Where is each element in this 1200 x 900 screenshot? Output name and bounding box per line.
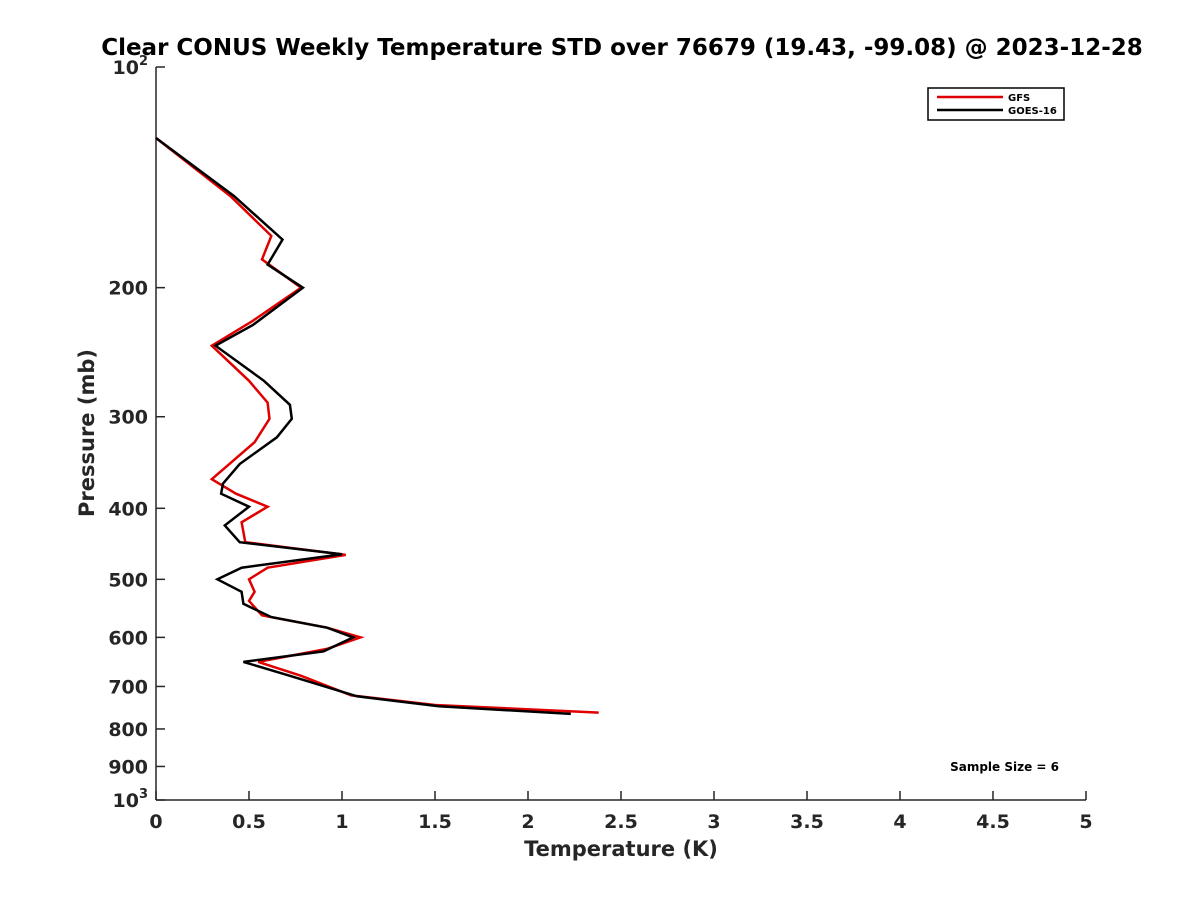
series-line-goes-16	[155, 136, 571, 716]
x-tick-label: 2	[521, 811, 534, 833]
series-lines	[155, 136, 599, 716]
legend-label-goes16: GOES-16	[1008, 106, 1057, 117]
axes	[155, 67, 1086, 801]
y-tick-label: 600	[108, 627, 148, 649]
y-tick-label: 800	[108, 719, 148, 741]
y-axis-label: Pressure (mb)	[75, 349, 99, 517]
x-tick-label: 1	[335, 811, 348, 833]
series-line-gfs	[155, 137, 599, 714]
x-tick-label: 1.5	[418, 811, 452, 833]
y-tick-label: 200	[108, 278, 148, 300]
y-tick-label: 500	[108, 569, 148, 591]
x-tick-label: 0	[149, 811, 162, 833]
x-tick-label: 5	[1079, 811, 1092, 833]
y-tick-label: 300	[108, 407, 148, 429]
y-tick-label: 400	[108, 498, 148, 520]
chart-title: Clear CONUS Weekly Temperature STD over …	[101, 35, 1143, 61]
y-tick-label: 102	[113, 54, 149, 79]
y-ticks: 102 200 300 400 500 600 700 800 900 103	[108, 54, 165, 812]
sample-size-annotation: Sample Size = 6	[950, 760, 1059, 774]
x-tick-label: 4	[893, 811, 906, 833]
y-tick-label: 103	[113, 787, 149, 812]
x-axis-label: Temperature (K)	[524, 837, 718, 861]
legend-box	[927, 87, 1065, 121]
legend-label-gfs: GFS	[1008, 93, 1030, 104]
x-tick-label: 2.5	[604, 811, 638, 833]
x-tick-label: 3	[707, 811, 720, 833]
x-tick-label: 3.5	[790, 811, 824, 833]
legend: GFS GOES-16	[927, 87, 1065, 121]
y-tick-label: 900	[108, 756, 148, 778]
x-ticks: 0 0.5 1 1.5 2 2.5 3 3.5 4 4.5 5	[149, 791, 1093, 833]
x-tick-label: 0.5	[232, 811, 266, 833]
x-tick-label: 4.5	[976, 811, 1010, 833]
y-tick-label: 700	[108, 676, 148, 698]
